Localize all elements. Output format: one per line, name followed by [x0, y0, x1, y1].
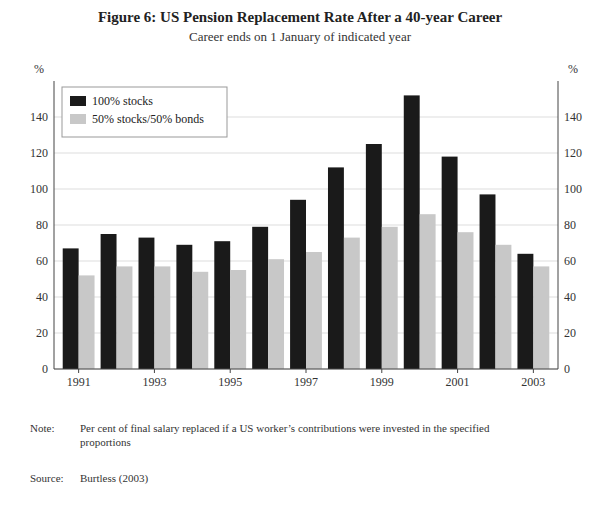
legend-label: 50% stocks/50% bonds [92, 112, 204, 126]
bar [328, 167, 344, 369]
bar [404, 95, 420, 369]
annotation-label: Note: [30, 422, 54, 434]
bar [517, 254, 533, 369]
y2-tick-label: 40 [564, 290, 576, 304]
y-tick-label: 60 [36, 254, 48, 268]
chart: Figure 6: US Pension Replacement Rate Af… [0, 0, 600, 505]
bar [382, 227, 398, 369]
y-tick-label: 80 [36, 218, 48, 232]
title: Figure 6: US Pension Replacement Rate Af… [98, 9, 503, 25]
y-tick-label: 0 [42, 362, 48, 376]
legend-frame [62, 87, 227, 137]
y-tick-label: 120 [30, 146, 48, 160]
bar [306, 252, 322, 369]
annotation-line: Burtless (2003) [80, 472, 148, 485]
x-tick-label: 1993 [142, 375, 166, 389]
y-tick-label: 140 [30, 110, 48, 124]
bar [139, 238, 155, 369]
x-tick [230, 369, 231, 373]
bar [154, 266, 170, 369]
x-tick [154, 369, 155, 373]
legend: 100% stocks 50% stocks/50% bonds [62, 87, 227, 137]
bar [344, 238, 360, 369]
x-tick [306, 369, 307, 373]
x-tick [78, 369, 79, 373]
bar [214, 241, 230, 369]
x-tick-label: 1997 [294, 375, 318, 389]
bar [268, 259, 284, 369]
legend-swatch [70, 96, 86, 106]
bar [117, 266, 133, 369]
x-tick [533, 369, 534, 373]
y2-tick-label: 60 [564, 254, 576, 268]
x-tick-label: 1999 [370, 375, 394, 389]
bar [101, 234, 117, 369]
annotation-line: proportions [80, 436, 131, 448]
annotation-line: Per cent of final salary replaced if a U… [80, 422, 490, 434]
bar [420, 214, 436, 369]
x-tick [381, 369, 382, 373]
y2-tick-label: 20 [564, 326, 576, 340]
y2-tick-label: 120 [564, 146, 582, 160]
y-tick-label: 40 [36, 290, 48, 304]
bar [63, 248, 79, 369]
y2-tick-label: 80 [564, 218, 576, 232]
grid-line [54, 153, 558, 154]
bar [230, 270, 246, 369]
bar [495, 245, 511, 369]
background [0, 0, 600, 505]
legend-swatch [70, 114, 86, 124]
bar [480, 194, 496, 369]
x-tick-label: 1995 [218, 375, 242, 389]
y2-tick-label: 0 [564, 362, 570, 376]
bar [79, 275, 95, 369]
y-axis-label: % [34, 62, 44, 76]
y2-axis-line [558, 81, 559, 369]
y2-tick-label: 100 [564, 182, 582, 196]
y-tick-label: 100 [30, 182, 48, 196]
y-axis-line [54, 81, 55, 369]
bar [533, 266, 549, 369]
bar [442, 157, 458, 369]
legend-label: 100% stocks [92, 94, 153, 108]
annotation-label: Source: [30, 472, 64, 484]
x-tick-label: 2001 [446, 375, 470, 389]
bar [252, 227, 268, 369]
bar [192, 272, 208, 369]
bar [290, 200, 306, 369]
y2-tick-label: 140 [564, 110, 582, 124]
x-tick-label: 2003 [521, 375, 545, 389]
x-tick-label: 1991 [67, 375, 91, 389]
bar [176, 245, 192, 369]
grid-line [54, 189, 558, 190]
bar [458, 232, 474, 369]
annotation-text: Per cent of final salary replaced if a U… [80, 422, 490, 448]
x-tick [457, 369, 458, 373]
subtitle: Career ends on 1 January of indicated ye… [189, 29, 412, 44]
annotation-text: Burtless (2003) [80, 472, 148, 485]
bar [366, 144, 382, 369]
y-tick-label: 20 [36, 326, 48, 340]
y2-axis-label: % [568, 62, 578, 76]
